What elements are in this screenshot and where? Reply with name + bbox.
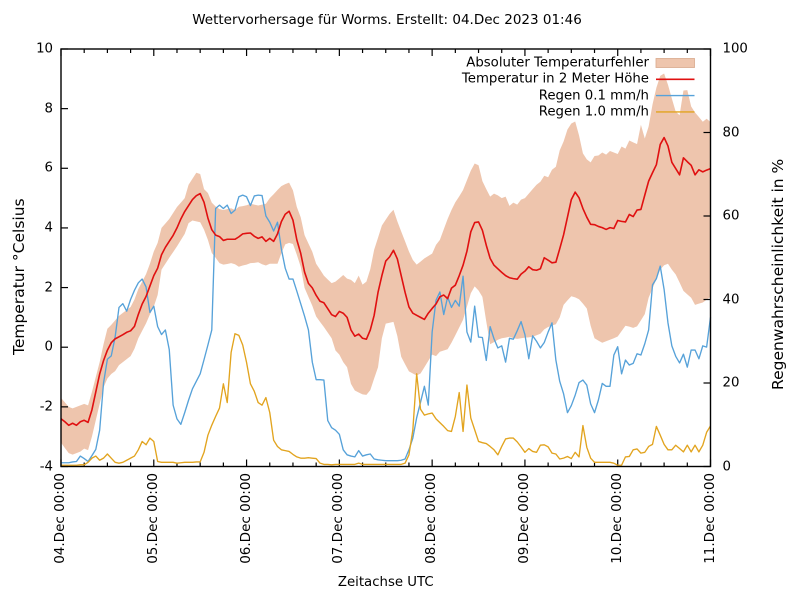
legend-label-0: Absoluter Temperaturfehler	[466, 55, 649, 71]
x-tick-label: 04.Dec 00:00	[52, 472, 69, 564]
legend-band-swatch	[655, 58, 695, 68]
x-tick-label: 06.Dec 00:00	[237, 472, 254, 564]
x-tick-label: 05.Dec 00:00	[144, 472, 161, 564]
y-axis-label-right: Regenwahrscheinlichkeit in %	[769, 158, 787, 390]
plot-border	[60, 48, 712, 468]
y-right-tick-label: 40	[722, 291, 740, 307]
y-left-tick-label: 4	[44, 220, 53, 236]
y-right-tick-label: 60	[722, 208, 740, 224]
y-left-tick-label: -4	[39, 458, 53, 474]
y-right-tick-label: 20	[722, 375, 740, 391]
y-axis-label-left: Temperatur °Celsius	[10, 197, 28, 355]
y-left-tick-label: -2	[39, 399, 53, 415]
y-right-tick-label: 0	[722, 458, 731, 474]
legend-label-3: Regen 1.0 mm/h	[538, 104, 649, 120]
x-tick-label: 10.Dec 00:00	[608, 472, 625, 564]
rain-01mmh-line	[61, 194, 712, 464]
x-tick-label: 07.Dec 00:00	[330, 472, 347, 564]
rain-10mmh-line	[61, 333, 712, 466]
x-tick-label: 09.Dec 00:00	[516, 472, 533, 564]
x-tick-label: 08.Dec 00:00	[423, 472, 440, 564]
y-left-tick-label: 8	[44, 100, 53, 116]
legend-label-1: Temperatur in 2 Meter Höhe	[461, 71, 649, 87]
y-left-tick-label: 2	[44, 279, 53, 295]
chart-title: Wettervorhersage für Worms. Erstellt: 04…	[192, 12, 582, 28]
y-left-tick-label: 0	[44, 339, 53, 355]
y-left-tick-label: 6	[44, 160, 53, 176]
x-axis-label: Zeitachse UTC	[337, 575, 434, 590]
temperature-line	[60, 136, 711, 427]
y-left-tick-label: 10	[36, 41, 53, 57]
y-right-tick-label: 100	[722, 41, 748, 57]
x-tick-label: 11.Dec 00:00	[701, 472, 718, 564]
legend-label-2: Regen 0.1 mm/h	[538, 87, 649, 103]
y-right-tick-label: 80	[722, 124, 740, 140]
